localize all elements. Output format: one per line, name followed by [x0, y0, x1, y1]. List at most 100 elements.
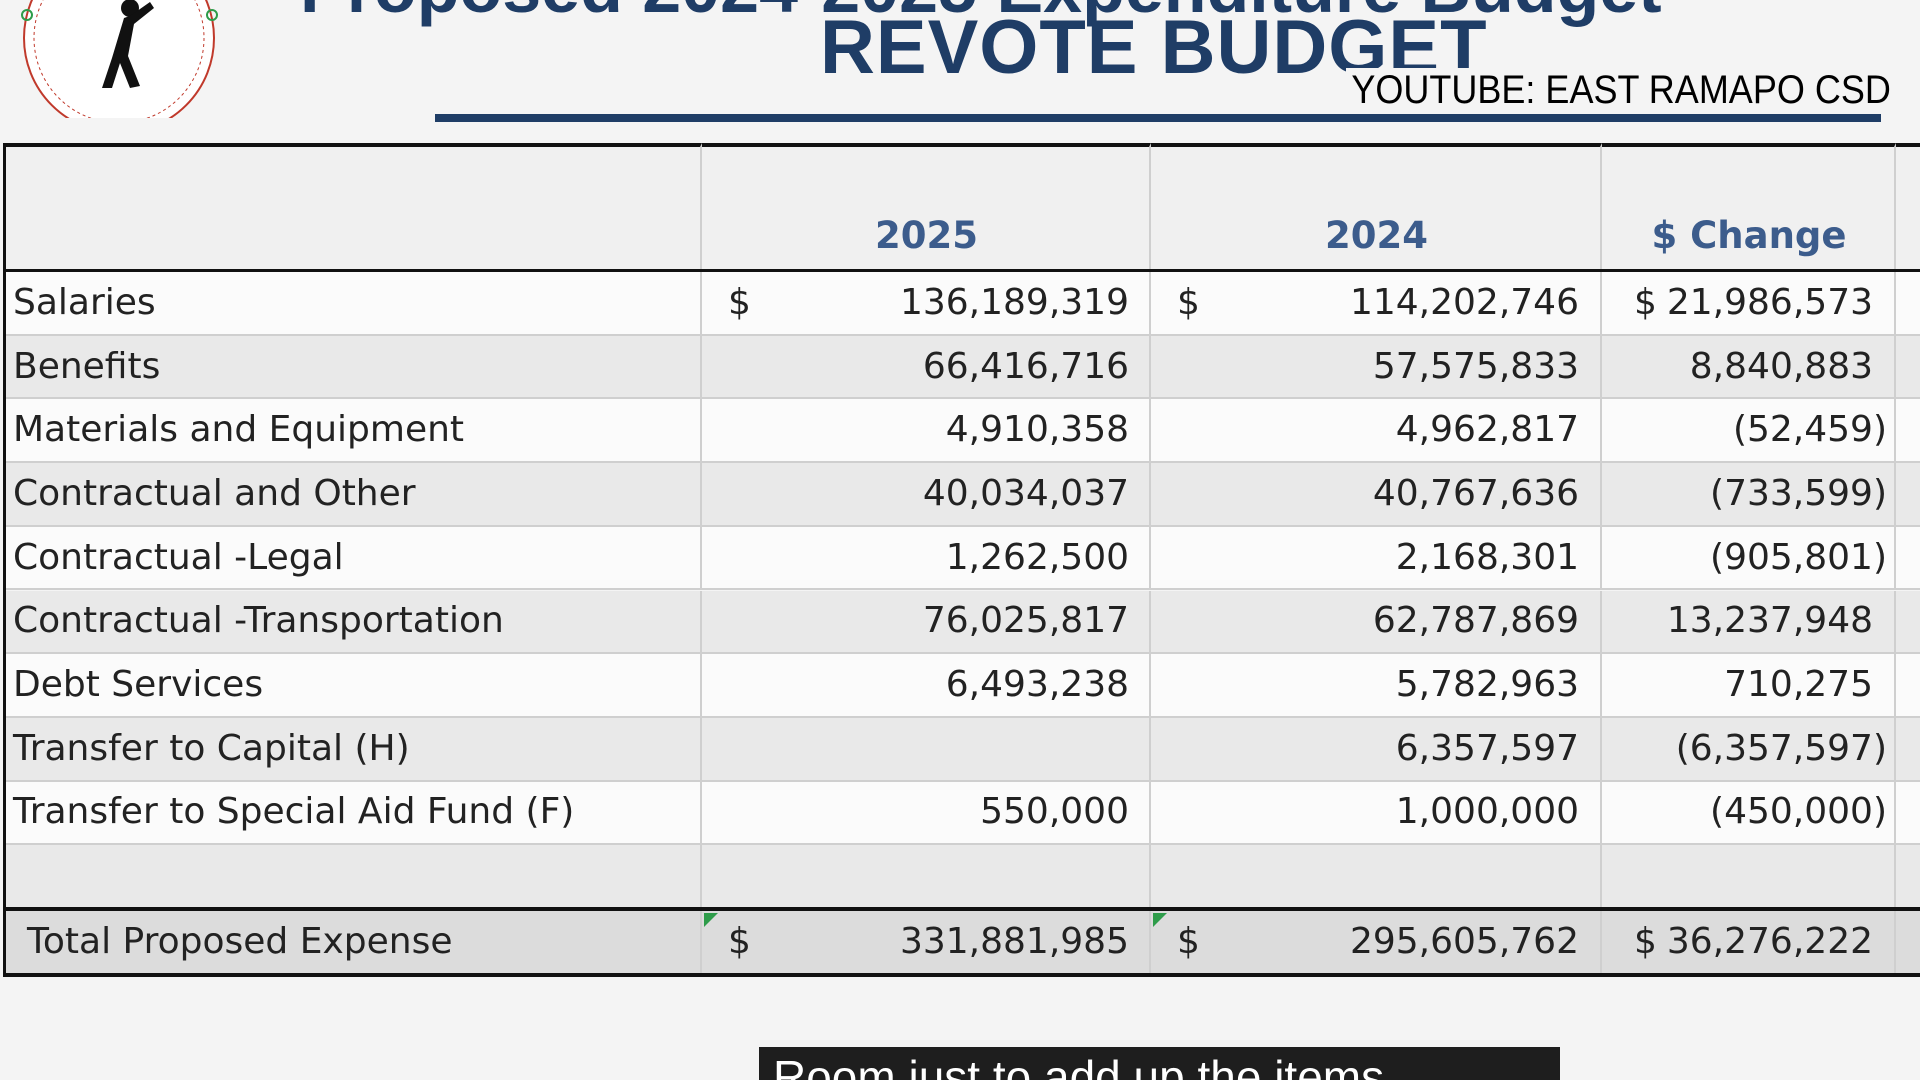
table-cell: [1896, 463, 1920, 527]
table-cell: [5, 463, 702, 527]
table-cell: [1602, 272, 1896, 336]
table-cell: [702, 526, 1151, 591]
row-label: Total Proposed Expense: [27, 920, 453, 962]
table-cell: [1602, 335, 1896, 400]
table-cell: [1896, 911, 1920, 975]
currency-symbol: $: [1634, 281, 1657, 323]
amount: 4,962,817: [1395, 409, 1579, 451]
table-cell: [1602, 590, 1896, 655]
table-cell: [702, 463, 1151, 527]
row-label: Benefits: [13, 345, 161, 387]
table-cell: [1602, 399, 1896, 464]
amount: 57,575,833: [1372, 345, 1579, 387]
video-caption: Room just to add up the items: [759, 1047, 1560, 1080]
table-cell: [1896, 526, 1920, 591]
amount: 40,034,037: [922, 472, 1129, 514]
amount: 331,881,985: [899, 920, 1129, 962]
table-cell: [1896, 335, 1920, 400]
amount: 6,357,597: [1395, 727, 1579, 769]
row-label: Contractual and Other: [13, 472, 416, 514]
table-cell: [1896, 654, 1920, 718]
table-cell: [1896, 399, 1920, 464]
table-left-border: [3, 143, 6, 977]
amount: 8,840,883: [1689, 345, 1873, 387]
amount: 21,986,573: [1666, 281, 1873, 323]
table-cell: [702, 781, 1151, 846]
currency-symbol: $: [1634, 920, 1657, 962]
amount: 76,025,817: [922, 600, 1129, 642]
table-cell: [5, 526, 702, 591]
slide-title-top: Proposed 2024-2025 Expenditure Budget: [300, 0, 1662, 28]
table-cell: [1602, 654, 1896, 718]
table-cell: [1151, 272, 1602, 336]
currency-symbol: $: [728, 281, 751, 323]
row-label: Transfer to Capital (H): [13, 727, 410, 769]
table-cell: [5, 590, 702, 655]
total-rule: [5, 907, 1920, 911]
table-cell: [5, 272, 702, 336]
currency-symbol: $: [1177, 281, 1200, 323]
amount: 4,910,358: [945, 409, 1129, 451]
table-cell: [702, 272, 1151, 336]
amount: (905,801): [1710, 536, 1887, 578]
table-cell: [1896, 590, 1920, 655]
empty-cell: [1602, 845, 1896, 909]
amount: 40,767,636: [1372, 472, 1579, 514]
table-cell: [1151, 590, 1602, 655]
amount: (733,599): [1710, 472, 1887, 514]
table-cell: [1602, 463, 1896, 527]
amount: 1,262,500: [945, 536, 1129, 578]
header-cell: [1896, 143, 1920, 272]
currency-symbol: $: [1177, 920, 1200, 962]
table-cell: [1151, 526, 1602, 591]
table-cell: [1151, 911, 1602, 975]
table-cell: [1151, 463, 1602, 527]
amount: (52,459): [1732, 409, 1887, 451]
table-cell: [1151, 654, 1602, 718]
empty-cell: [1151, 845, 1602, 909]
empty-cell: [1896, 845, 1920, 909]
amount: 62,787,869: [1372, 600, 1579, 642]
column-header: 2025: [875, 214, 978, 257]
table-cell: [5, 717, 702, 782]
amount: 6,493,238: [945, 664, 1129, 706]
currency-symbol: $: [728, 920, 751, 962]
logo: [21, 0, 218, 118]
table-cell: [1602, 526, 1896, 591]
header-cell: [1151, 143, 1602, 272]
cell-marker: [1153, 913, 1167, 927]
table-cell: [5, 399, 702, 464]
table-cell: [1151, 399, 1602, 464]
table-cell: [1151, 335, 1602, 400]
table-cell: [5, 654, 702, 718]
table-cell: [1896, 717, 1920, 782]
table-cell: [1151, 717, 1602, 782]
cell-marker: [704, 913, 718, 927]
header-cell: [1602, 143, 1896, 272]
table-cell: [1896, 781, 1920, 846]
table-cell: [5, 781, 702, 846]
amount: 550,000: [980, 791, 1129, 833]
table-cell: [5, 335, 702, 400]
row-label: Contractual -Legal: [13, 536, 344, 578]
amount: (6,357,597): [1675, 727, 1887, 769]
empty-cell: [702, 845, 1151, 909]
table-cell: [1602, 781, 1896, 846]
column-header: 2024: [1325, 214, 1428, 257]
row-label: Materials and Equipment: [13, 409, 465, 451]
table-cell: [1602, 911, 1896, 975]
amount: 1,000,000: [1395, 791, 1579, 833]
row-label: Debt Services: [13, 664, 264, 706]
table-cell: [1896, 272, 1920, 336]
row-label: Contractual -Transportation: [13, 600, 504, 642]
table-cell: [702, 590, 1151, 655]
title-underline: [435, 114, 1881, 122]
watermark: YOUTUBE: EAST RAMAPO CSD: [1346, 68, 1897, 113]
table-cell: [702, 399, 1151, 464]
table-cell: [702, 717, 1151, 782]
row-label: Transfer to Special Aid Fund (F): [13, 791, 575, 833]
row-label: Salaries: [13, 281, 156, 323]
table-cell: [702, 335, 1151, 400]
